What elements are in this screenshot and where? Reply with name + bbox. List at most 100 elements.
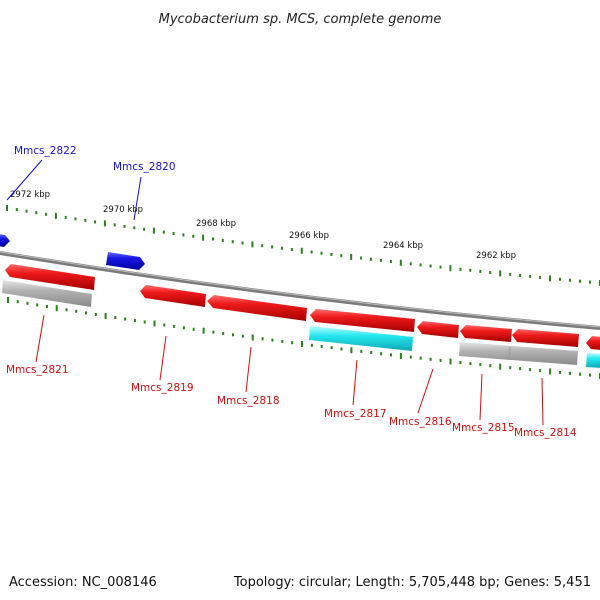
outer-tick [162, 230, 165, 234]
inner-tick [163, 323, 166, 327]
inner-tick [182, 326, 185, 330]
inner-tick [251, 334, 254, 341]
feature-mmcs-2819[interactable] [140, 285, 206, 307]
feature-next-cds[interactable] [586, 336, 600, 350]
inner-tick [301, 341, 303, 347]
outer-tick [589, 280, 591, 284]
feature-mmcs-2817[interactable] [310, 309, 415, 332]
label-mmcs-2818[interactable]: Mmcs_2818 [217, 395, 280, 407]
connector-mmcs-2819 [159, 335, 167, 381]
outer-tick [172, 232, 175, 235]
label-mmcs-2815[interactable]: Mmcs_2815 [452, 422, 515, 434]
feature-mmcs-2821[interactable] [5, 264, 95, 290]
outer-tick [84, 218, 87, 222]
label-mmcs-2821[interactable]: Mmcs_2821 [6, 364, 69, 376]
feature-mmcs-2814[interactable] [512, 329, 579, 347]
label-mmcs-2822[interactable]: Mmcs_2822 [14, 145, 77, 157]
inner-tick [173, 324, 176, 328]
inner-tick [7, 297, 9, 303]
outer-tick [389, 260, 392, 263]
outer-tick [419, 263, 422, 267]
gene-labels: Mmcs_2822 Mmcs_2820 Mmcs_2821 Mmcs_2819 … [6, 145, 577, 439]
inner-tick [360, 349, 363, 353]
inner-tick [26, 301, 29, 305]
inner-tick [519, 367, 522, 371]
label-mmcs-2816[interactable]: Mmcs_2816 [389, 416, 452, 428]
outer-tick [449, 265, 452, 272]
misc-feature-mmcs-2817[interactable] [309, 326, 413, 351]
connector-mmcs-2818 [245, 346, 252, 393]
outer-tick [429, 264, 432, 268]
inner-tick [509, 366, 512, 370]
outer-tick [340, 254, 343, 258]
outer-tick [241, 241, 244, 245]
gene-features [2, 280, 578, 365]
inner-tick [489, 364, 492, 368]
inner-tick [55, 305, 58, 312]
inner-tick [16, 300, 19, 304]
reverse-features [5, 264, 600, 350]
forward-features [0, 234, 145, 270]
inner-tick [409, 355, 412, 359]
inner-tick [124, 317, 127, 321]
connector-mmcs-2817 [352, 359, 358, 406]
gene-bar-mmcs-2815-2814[interactable] [459, 342, 578, 365]
connector-mmcs-2821 [35, 314, 45, 363]
inner-tick [75, 309, 78, 313]
outer-tick [499, 270, 502, 277]
inner-tick [46, 305, 48, 309]
outer-tick [509, 272, 512, 276]
feature-mmcs-2820[interactable] [106, 252, 145, 270]
label-mmcs-2814[interactable]: Mmcs_2814 [514, 427, 577, 439]
inner-tick [291, 341, 294, 345]
outer-tick [370, 257, 372, 261]
feature-mmcs-2818[interactable] [207, 295, 307, 321]
inner-tick [143, 320, 146, 324]
outer-tick [409, 262, 412, 266]
connector-mmcs-2816 [417, 368, 434, 414]
scale-labels: 2972 kbp 2970 kbp 2968 kbp 2966 kbp 2964… [10, 190, 516, 261]
inner-tick [114, 316, 117, 319]
inner-tick [459, 361, 462, 365]
inner-tick [449, 358, 452, 365]
outer-tick [103, 220, 106, 227]
outer-tick [439, 265, 442, 269]
scale-label-2970: 2970 kbp [103, 205, 143, 215]
outer-tick [192, 234, 195, 238]
inner-tick [569, 371, 571, 375]
outer-tick [579, 279, 581, 283]
outer-tick [360, 256, 363, 260]
accession-text: Accession: NC_008146 [9, 575, 157, 590]
outer-tick [399, 259, 402, 266]
inner-tick [241, 334, 244, 338]
genome-backbone-highlight [0, 251, 600, 328]
inner-tick [419, 356, 422, 360]
outer-tick [379, 258, 382, 262]
inner-tick [589, 373, 591, 377]
outer-tick [182, 233, 185, 237]
outer-tick [113, 223, 116, 227]
feature-mmcs-2815[interactable] [460, 325, 512, 342]
inner-tick [202, 327, 205, 334]
topology-text: Topology: circular; Length: 5,705,448 bp… [233, 575, 591, 590]
label-lines [6, 159, 544, 426]
misc-feature-edge[interactable] [586, 353, 600, 368]
feature-mmcs-2822[interactable] [0, 234, 10, 247]
inner-tick [499, 363, 502, 370]
label-mmcs-2820[interactable]: Mmcs_2820 [113, 161, 176, 173]
inner-tick [559, 370, 561, 374]
outer-tick [479, 269, 482, 273]
inner-tick [579, 372, 581, 376]
outer-tick [300, 247, 303, 254]
label-mmcs-2819[interactable]: Mmcs_2819 [131, 382, 194, 394]
outer-tick [133, 226, 136, 230]
inner-tick [94, 313, 97, 316]
feature-mmcs-2816[interactable] [417, 321, 459, 338]
label-mmcs-2817[interactable]: Mmcs_2817 [324, 408, 387, 420]
outer-tick [350, 253, 353, 260]
inner-tick [153, 320, 156, 327]
inner-tick [340, 347, 343, 351]
inner-tick [192, 327, 195, 331]
gene-bar-mmcs-2821[interactable] [2, 280, 92, 307]
outer-tick [539, 275, 542, 279]
